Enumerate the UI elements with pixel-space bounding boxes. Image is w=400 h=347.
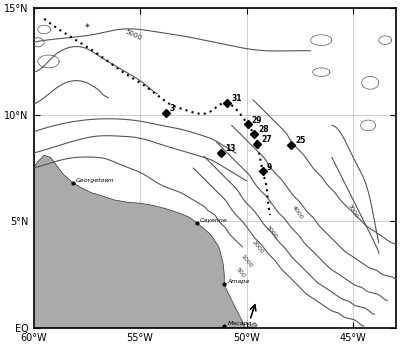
Text: 13: 13	[225, 144, 236, 153]
Text: 27: 27	[261, 135, 272, 144]
Text: Macapa: Macapa	[228, 321, 252, 326]
Text: 3000: 3000	[347, 203, 359, 219]
Polygon shape	[247, 323, 257, 328]
Text: Georgetown: Georgetown	[76, 178, 115, 183]
Text: 4000: 4000	[291, 205, 304, 221]
Polygon shape	[34, 155, 246, 328]
Text: 31: 31	[231, 94, 242, 103]
Text: 500: 500	[235, 266, 246, 279]
Text: 1000: 1000	[240, 253, 253, 269]
Text: 25: 25	[295, 136, 306, 145]
Text: 28: 28	[258, 125, 268, 134]
Text: 5000: 5000	[124, 28, 143, 41]
Text: 3: 3	[170, 104, 175, 113]
Text: 29: 29	[252, 116, 262, 125]
Text: 9: 9	[266, 162, 272, 171]
Text: Amapa: Amapa	[228, 279, 250, 284]
Text: 3000: 3000	[264, 224, 278, 240]
Text: 2000: 2000	[250, 239, 264, 255]
Text: Cayenne: Cayenne	[200, 218, 228, 223]
